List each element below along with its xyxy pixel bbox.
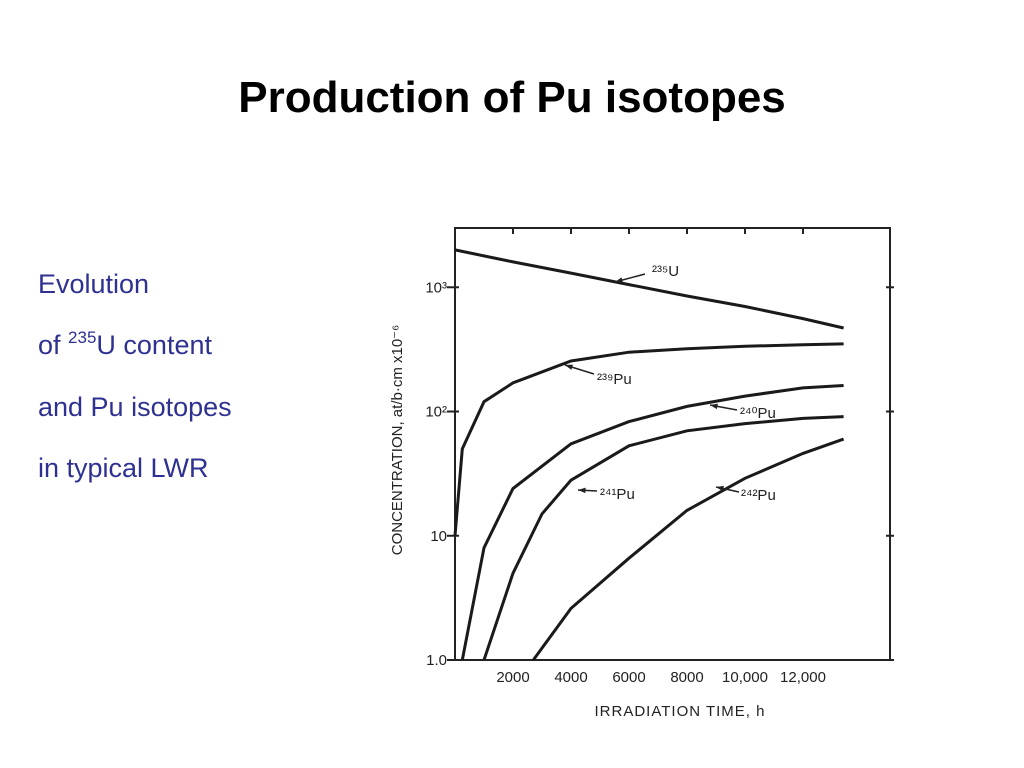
series-line	[460, 384, 844, 661]
text: Evolution	[38, 269, 149, 299]
y-tick-label: 1.0	[426, 652, 447, 669]
arrow-head	[578, 487, 586, 494]
slide-title: Production of Pu isotopes	[238, 73, 786, 122]
x-tick-label: 10,000	[722, 669, 768, 686]
y-tick-label: 10²	[425, 404, 447, 421]
x-tick-label: 8000	[670, 669, 703, 686]
arrow-head	[615, 277, 623, 283]
x-tick-label: 6000	[612, 669, 645, 686]
x-tick-label: 12,000	[780, 669, 826, 686]
y-axis-label: CONCENTRATION, at/b·cm x10⁻⁶	[389, 325, 406, 556]
series-label: ²⁴⁰Pu	[740, 405, 776, 422]
plot-frame	[454, 227, 891, 661]
plot: 1.0 10 10² 10³ 2000 4000 6000 8000 10,000 12,000 ²…	[425, 228, 894, 686]
arrow-head	[565, 364, 573, 370]
text: U content	[96, 330, 212, 360]
y-tick-label: 10	[430, 528, 447, 545]
text: in typical LWR	[38, 453, 209, 483]
x-tick-label: 2000	[496, 669, 529, 686]
y-tick-label: 10³	[425, 279, 447, 296]
series-line	[482, 415, 844, 661]
arrow-head	[710, 403, 718, 410]
series-line	[453, 342, 844, 536]
description-line: Evolution	[38, 269, 149, 299]
description-line: in typical LWR	[38, 453, 209, 483]
series-label: ²³⁹Pu	[597, 371, 632, 388]
superscript: 235	[68, 328, 96, 347]
series-line	[532, 437, 845, 661]
arrow-head	[716, 485, 724, 492]
description-line: and Pu isotopes	[38, 392, 232, 422]
description-line: of 235U content	[38, 328, 212, 360]
x-tick-label: 4000	[554, 669, 587, 686]
text: and Pu isotopes	[38, 392, 232, 422]
x-axis-label: IRRADIATION TIME, h	[595, 703, 766, 720]
series-label: ²⁴¹Pu	[600, 486, 635, 503]
series-label: ²³⁵U	[652, 263, 679, 280]
series-line	[454, 248, 844, 330]
series-label: ²⁴²Pu	[741, 487, 776, 504]
text: of	[38, 330, 68, 360]
